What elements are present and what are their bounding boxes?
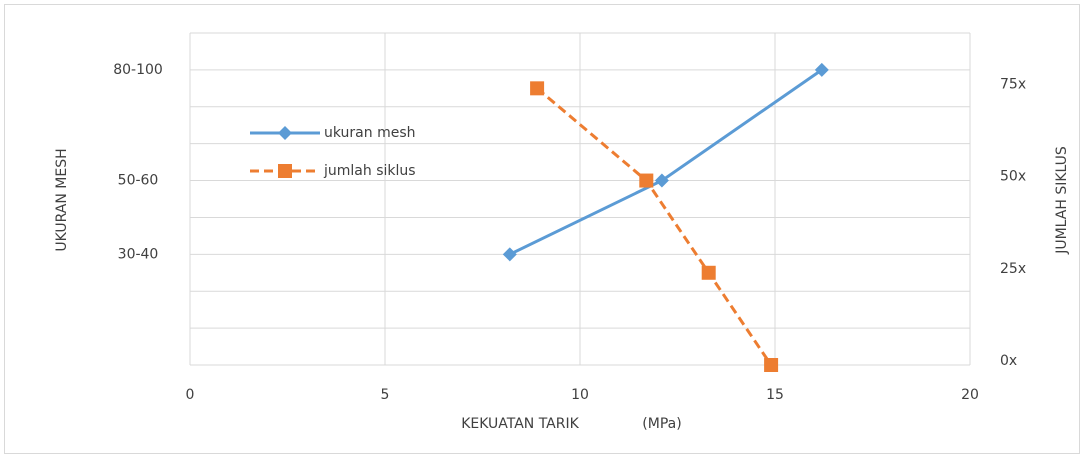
y2-tick-label: 0x bbox=[1000, 353, 1017, 369]
y2-tick-label: 75x bbox=[1000, 76, 1026, 92]
y2-axis-label: JUMLAH SIKLUS bbox=[1054, 146, 1070, 255]
data-point bbox=[639, 173, 654, 188]
y-axis-label: UKURAN MESH bbox=[54, 148, 70, 251]
data-point bbox=[654, 173, 669, 188]
legend-marker bbox=[278, 126, 292, 140]
legend-label: ukuran mesh bbox=[324, 125, 416, 141]
data-point bbox=[764, 358, 779, 372]
y-tick-label: 30-40 bbox=[118, 246, 159, 262]
y2-tick-label: 50x bbox=[1000, 169, 1026, 185]
data-point bbox=[502, 247, 517, 262]
data-point bbox=[814, 62, 829, 77]
x-tick-label: 15 bbox=[766, 387, 784, 403]
y-tick-label: 50-60 bbox=[118, 173, 159, 189]
x-tick-label: 0 bbox=[186, 387, 195, 403]
x-tick-label: 10 bbox=[571, 387, 589, 403]
x-axis-label: KEKUATAN TARIK bbox=[461, 416, 579, 432]
data-point bbox=[701, 265, 716, 280]
chart-frame bbox=[4, 4, 1080, 454]
x-tick-label: 5 bbox=[381, 387, 390, 403]
data-point bbox=[530, 81, 545, 96]
legend-label: jumlah siklus bbox=[323, 163, 416, 179]
x-axis-unit: (MPa) bbox=[642, 416, 681, 432]
legend-marker bbox=[278, 164, 292, 178]
series-line bbox=[536, 87, 773, 366]
x-tick-label: 20 bbox=[961, 387, 979, 403]
y-tick-label: 80-100 bbox=[113, 62, 163, 78]
y2-tick-label: 25x bbox=[1000, 261, 1026, 277]
